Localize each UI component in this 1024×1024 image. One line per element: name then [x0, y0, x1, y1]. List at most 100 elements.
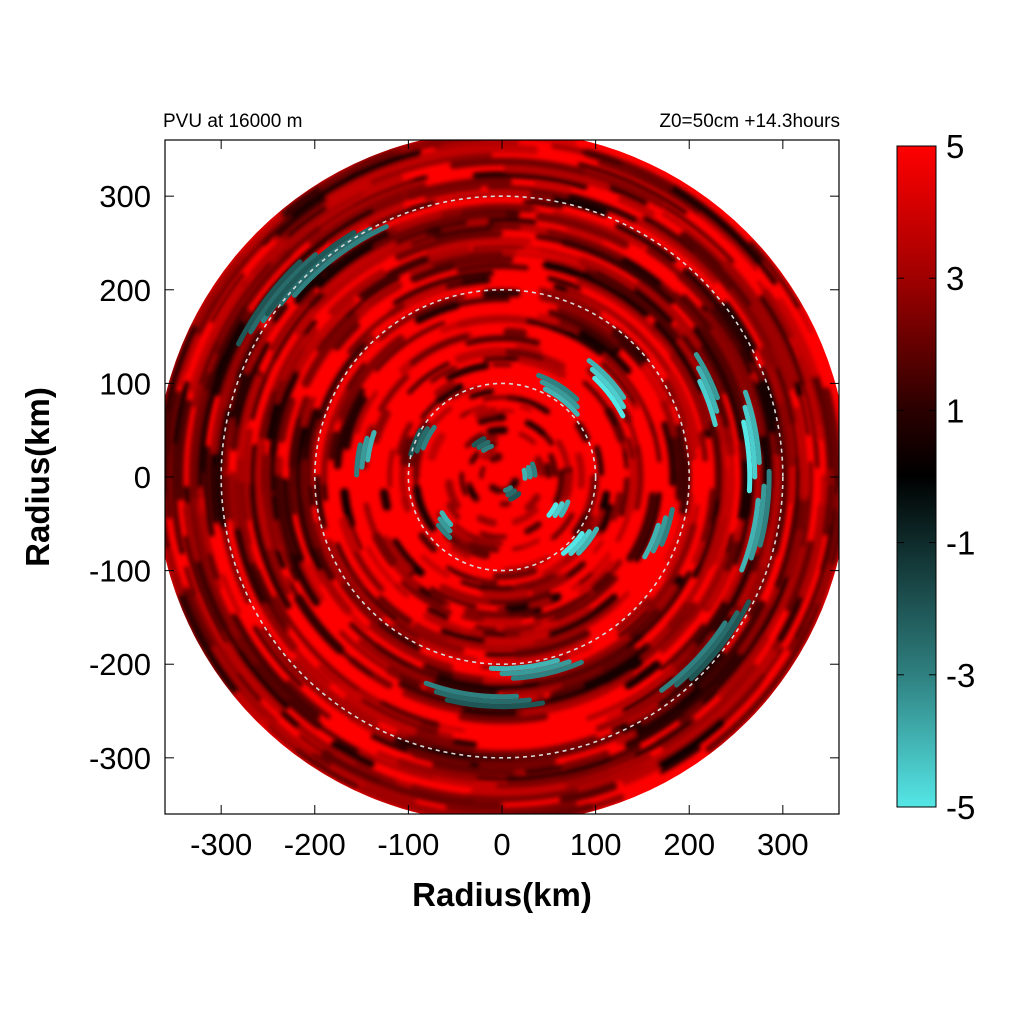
- field-streak: [250, 444, 267, 558]
- negative-patch: [423, 680, 546, 710]
- field-streak: [244, 204, 356, 306]
- field-streak: [547, 309, 617, 350]
- field-streak: [578, 572, 594, 586]
- field-streak: [705, 311, 766, 436]
- x-tick-label: 0: [493, 827, 510, 862]
- field-streak: [482, 589, 530, 601]
- field-streak: [371, 409, 391, 444]
- field-streak: [392, 581, 410, 598]
- field-texture: [165, 140, 839, 814]
- field-streak: [624, 690, 707, 749]
- field-streak: [614, 223, 677, 264]
- field-streak: [339, 630, 401, 678]
- field-streak: [236, 457, 256, 564]
- field-streak: [429, 586, 477, 609]
- field-streak: [659, 746, 701, 774]
- x-axis-label: Radius(km): [412, 876, 592, 913]
- field-streak: [618, 476, 631, 517]
- field-streak: [474, 734, 598, 756]
- range-ring-100: [407, 382, 597, 572]
- field-streak: [534, 455, 546, 477]
- field-streak: [426, 607, 450, 622]
- field-streak: [601, 362, 636, 405]
- field-streak: [399, 436, 414, 467]
- range-rings: [220, 195, 784, 759]
- field-streak: [395, 618, 465, 654]
- field-streak: [369, 200, 436, 229]
- field-streak: [269, 290, 317, 352]
- field-streak: [274, 519, 292, 569]
- y-tick-label: 300: [99, 179, 151, 214]
- field-streak: [428, 245, 471, 262]
- field-streak: [757, 379, 779, 434]
- field-streak: [503, 327, 528, 338]
- negative-patch: [739, 468, 772, 573]
- field-streak: [165, 391, 180, 519]
- field-streak: [597, 503, 615, 534]
- field-streak: [405, 176, 513, 201]
- x-tick-label: 100: [570, 827, 622, 862]
- y-tick-label: 100: [99, 366, 151, 401]
- field-streak: [234, 341, 270, 427]
- field-streak: [199, 507, 210, 548]
- field-streak: [478, 610, 534, 618]
- field-streak: [492, 639, 588, 664]
- field-streak: [197, 215, 293, 336]
- field-streak: [771, 419, 789, 556]
- field-streak: [381, 535, 413, 574]
- field-streak: [378, 779, 503, 809]
- field-streak: [610, 491, 623, 522]
- field-streak: [519, 606, 592, 637]
- field-streak: [486, 426, 508, 436]
- field-streak: [622, 449, 629, 470]
- field-streak: [535, 212, 630, 249]
- field-streak: [660, 623, 705, 671]
- field-streak: [577, 560, 614, 594]
- field-streak: [478, 584, 515, 593]
- field-streak: [276, 197, 328, 239]
- field-streak: [453, 522, 476, 539]
- field-streak: [477, 412, 507, 425]
- field-streak: [595, 677, 682, 732]
- field-streak: [628, 607, 660, 639]
- field-streak: [483, 355, 524, 363]
- field-streak: [234, 330, 262, 380]
- field-streak: [793, 407, 808, 501]
- field-streak: [721, 260, 799, 383]
- field-streak: [479, 466, 486, 479]
- field-streak: [472, 171, 588, 190]
- field-streak: [190, 498, 241, 640]
- field-streak: [377, 594, 413, 625]
- field-streak: [458, 713, 532, 724]
- field-streak: [646, 522, 697, 612]
- field-streak: [502, 348, 545, 362]
- field-streak: [534, 181, 572, 191]
- field-streak: [428, 615, 484, 637]
- field-streak: [298, 725, 357, 766]
- field-streak: [760, 455, 782, 568]
- field-streak: [418, 532, 438, 553]
- colorbar-tick-label: 3: [946, 260, 964, 297]
- range-ring-200: [313, 288, 691, 666]
- field-streak: [653, 330, 709, 430]
- field-streak: [653, 320, 705, 393]
- x-axis-ticks: -300 -200 -100 0 100 200 300: [190, 140, 809, 862]
- field-streak: [409, 333, 470, 366]
- field-streak: [420, 554, 451, 578]
- field-streak: [386, 144, 539, 173]
- field-streak: [499, 408, 514, 414]
- field-streak: [645, 649, 776, 768]
- field-streak: [561, 471, 573, 502]
- field-streak: [518, 355, 567, 379]
- field-streak: [314, 342, 367, 431]
- field-streak: [170, 443, 184, 549]
- field-streak: [548, 606, 614, 644]
- field-streak: [444, 205, 539, 215]
- field-streak: [203, 445, 215, 537]
- field-streak: [401, 494, 412, 513]
- field-streak: [566, 226, 605, 244]
- field-streak: [535, 592, 590, 620]
- field-streak: [289, 416, 302, 515]
- field-streak: [700, 326, 750, 424]
- field-background: [165, 140, 839, 814]
